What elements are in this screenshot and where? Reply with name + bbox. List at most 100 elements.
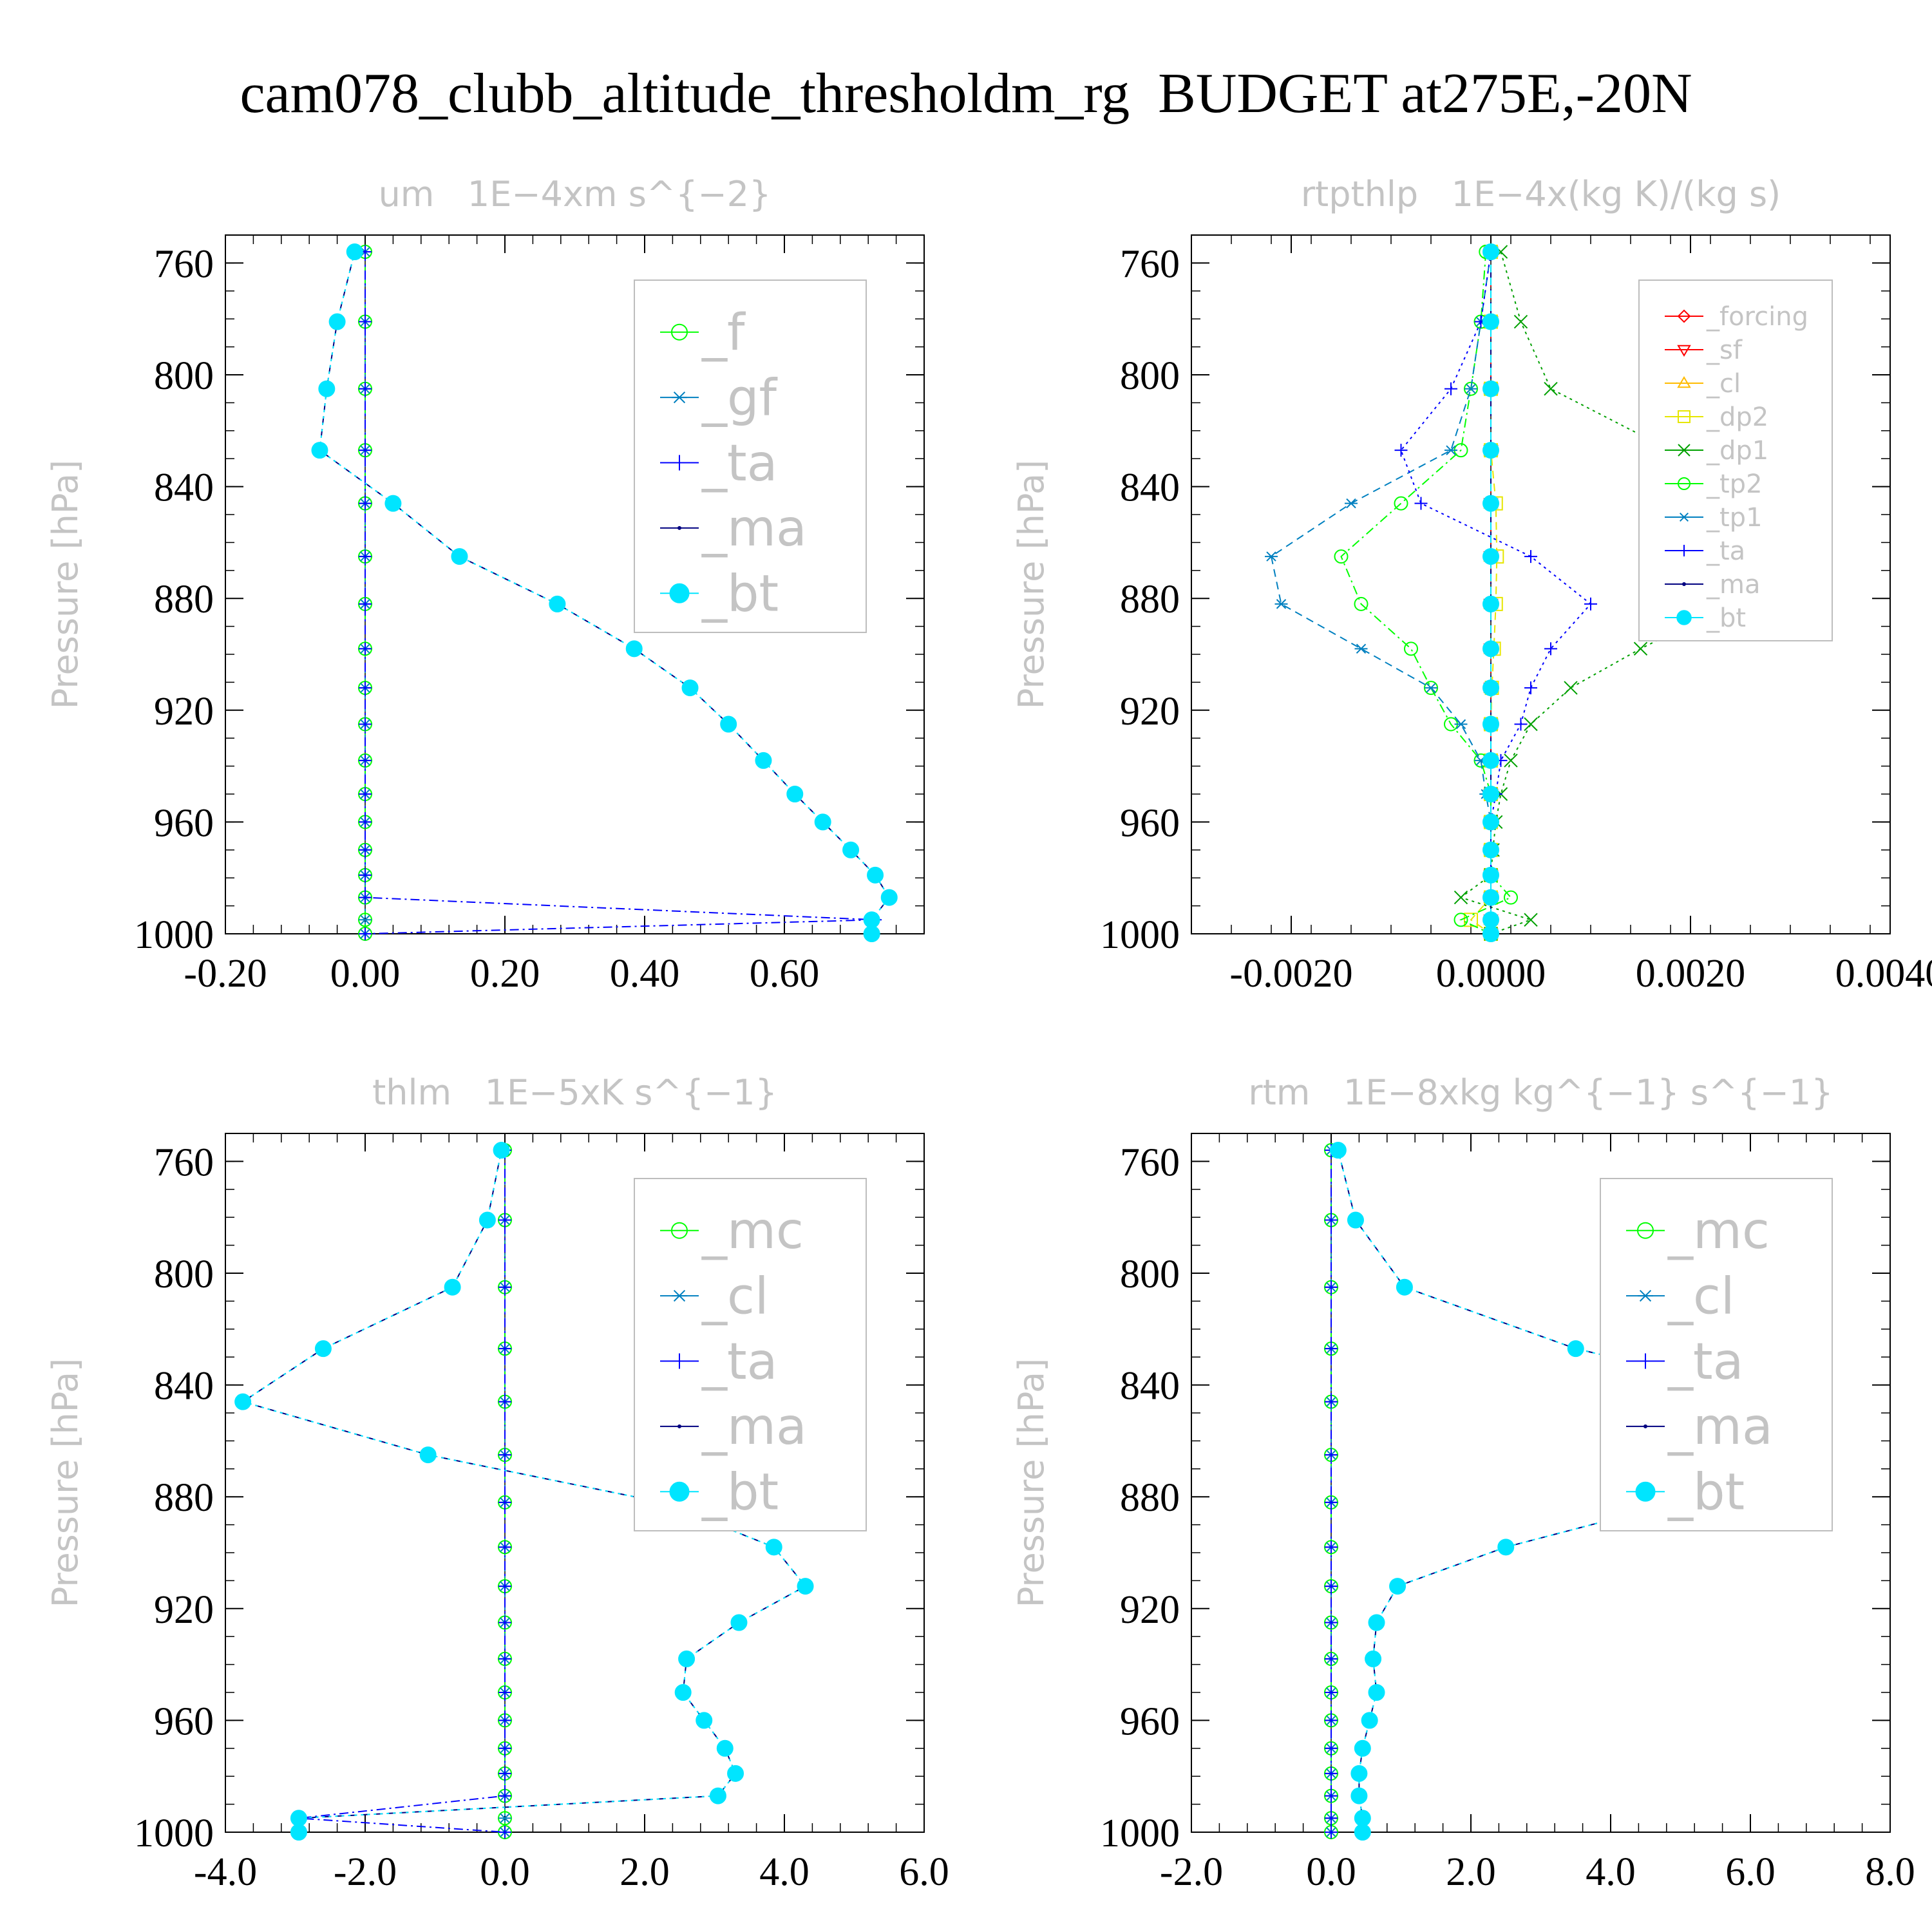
data-point bbox=[1325, 1280, 1338, 1294]
data-point bbox=[1524, 913, 1538, 927]
legend-marker bbox=[1677, 345, 1691, 357]
legend-marker bbox=[1677, 376, 1691, 388]
data-point bbox=[1482, 380, 1499, 397]
y-tick-label: 960 bbox=[154, 1700, 214, 1743]
data-point bbox=[498, 1652, 511, 1665]
panel-title: rtpthlp 1E−4x(kg K)/(kg s) bbox=[1301, 174, 1781, 214]
legend-marker bbox=[677, 526, 681, 530]
y-axis-label: Pressure [hPa] bbox=[1011, 1358, 1052, 1607]
legend-marker bbox=[1635, 1481, 1656, 1502]
data-point bbox=[1564, 681, 1578, 695]
data-point bbox=[727, 1765, 744, 1782]
data-point bbox=[1584, 597, 1597, 611]
data-point bbox=[234, 1393, 252, 1410]
x-tick-label: 0.0040 bbox=[1835, 952, 1932, 996]
rtm-budget-chart: rtm 1E−8xkg kg^{−1} s^{−1} Pressure [hPa]… bbox=[1011, 1072, 1915, 1894]
data-point bbox=[498, 1580, 511, 1593]
data-point bbox=[359, 891, 372, 904]
data-point bbox=[498, 1813, 511, 1824]
data-point bbox=[863, 925, 880, 942]
legend-label: _mc bbox=[701, 1202, 804, 1260]
data-point bbox=[880, 889, 898, 906]
data-point bbox=[867, 866, 884, 884]
data-point bbox=[765, 1539, 782, 1556]
rtpthlp-budget-chart: rtpthlp 1E−4x(kg K)/(kg s) Pressure [hPa]… bbox=[1011, 174, 1932, 996]
legend-label: _sf bbox=[1706, 336, 1743, 365]
data-point bbox=[359, 843, 372, 857]
y-tick-label: 920 bbox=[1120, 1588, 1180, 1632]
data-point bbox=[498, 1342, 511, 1356]
data-point bbox=[359, 681, 372, 695]
panel-title: um 1E−4xm s^{−2} bbox=[379, 174, 772, 214]
x-tick-label: -2.0 bbox=[334, 1850, 397, 1894]
data-point bbox=[1361, 1712, 1378, 1729]
y-tick-label: 920 bbox=[154, 690, 214, 734]
x-tick-label: 6.0 bbox=[1725, 1850, 1776, 1894]
panel-title: rtm 1E−8xkg kg^{−1} s^{−1} bbox=[1248, 1072, 1833, 1113]
legend-marker bbox=[1638, 1289, 1653, 1302]
x-tick-label: 2.0 bbox=[620, 1850, 670, 1894]
data-point bbox=[1389, 1578, 1406, 1595]
legend: _forcing _sf _cl_dp2 _dp1_tp2 _tp1_ta _ma_bt bbox=[1638, 279, 1833, 641]
data-point bbox=[1325, 1616, 1338, 1629]
data-point bbox=[359, 753, 372, 767]
series-line bbox=[298, 1150, 506, 1833]
data-point bbox=[1365, 1650, 1382, 1667]
data-point bbox=[1345, 498, 1358, 509]
legend-marker bbox=[671, 1222, 688, 1239]
legend: _mc _cl _ta _ma _bt bbox=[1600, 1178, 1833, 1531]
data-point bbox=[1274, 599, 1288, 609]
data-point bbox=[384, 495, 402, 512]
x-tick-label: 8.0 bbox=[1865, 1850, 1915, 1894]
series-tp2 bbox=[1334, 245, 1518, 941]
data-point bbox=[451, 548, 468, 565]
thlm-budget-chart: thlm 1E−5xK s^{−1} Pressure [hPa] 760 800 84… bbox=[45, 1072, 949, 1894]
data-point bbox=[498, 1213, 511, 1227]
data-point bbox=[1524, 550, 1537, 564]
data-point bbox=[674, 1684, 692, 1701]
data-point bbox=[1354, 1739, 1371, 1757]
data-point bbox=[498, 1789, 511, 1803]
data-point bbox=[1347, 1211, 1364, 1229]
y-tick-label: 960 bbox=[154, 801, 214, 845]
legend-marker bbox=[1676, 610, 1692, 625]
data-point bbox=[359, 927, 372, 940]
data-point bbox=[1325, 1714, 1338, 1727]
data-point bbox=[359, 815, 372, 829]
data-point bbox=[1482, 442, 1499, 459]
legend-box bbox=[1600, 1178, 1833, 1531]
data-point bbox=[359, 315, 372, 328]
data-point bbox=[1482, 866, 1499, 884]
x-tick-label: 6.0 bbox=[899, 1850, 949, 1894]
data-point bbox=[498, 1686, 511, 1699]
series-dp2 bbox=[1464, 245, 1504, 941]
y-tick-label: 960 bbox=[1120, 801, 1180, 845]
y-tick-label: 1000 bbox=[134, 913, 214, 957]
data-point bbox=[1464, 913, 1478, 927]
legend-label: _ta bbox=[701, 435, 777, 493]
legend-marker bbox=[669, 583, 690, 603]
data-point bbox=[1329, 1142, 1347, 1159]
data-point bbox=[1464, 383, 1477, 394]
series-ta bbox=[359, 245, 882, 940]
legend-marker bbox=[672, 1353, 687, 1369]
series-line bbox=[1470, 252, 1498, 934]
data-point bbox=[1482, 786, 1499, 802]
y-axis-label: Pressure [hPa] bbox=[45, 1358, 86, 1607]
legend-label: _ta bbox=[1706, 536, 1745, 566]
data-point bbox=[720, 715, 737, 733]
y-tick-label: 840 bbox=[1120, 1365, 1180, 1408]
data-point bbox=[1394, 496, 1408, 511]
data-point bbox=[1482, 813, 1499, 831]
data-point bbox=[797, 1578, 814, 1595]
legend-label: _cl bbox=[1667, 1267, 1735, 1325]
x-tick-label: 2.0 bbox=[1446, 1850, 1496, 1894]
legend-marker bbox=[1638, 1353, 1653, 1369]
legend-marker bbox=[672, 391, 687, 404]
y-tick-label: 960 bbox=[1120, 1700, 1180, 1743]
legend-label: _ma bbox=[701, 1398, 807, 1456]
data-point bbox=[1544, 642, 1557, 656]
data-point bbox=[1482, 313, 1499, 330]
data-point bbox=[1504, 890, 1518, 905]
x-tick-label: 0.0 bbox=[480, 1850, 530, 1894]
